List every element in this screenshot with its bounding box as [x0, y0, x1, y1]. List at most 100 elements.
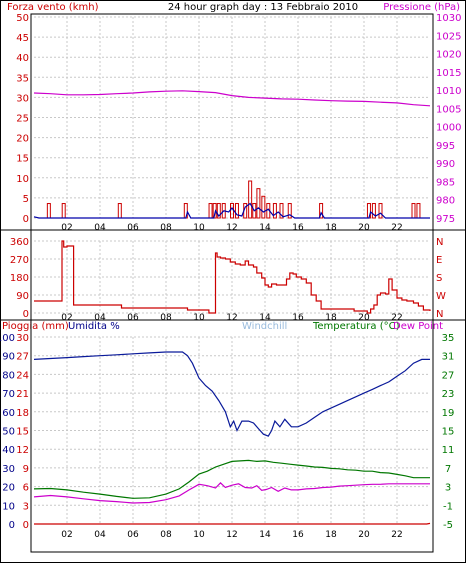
wind-tick-label: 30	[16, 93, 29, 104]
wind-speed-bar	[371, 203, 376, 219]
temperature-tick-label: 35	[442, 333, 455, 344]
humidity-line	[33, 351, 430, 437]
x-tick-label: 22	[391, 223, 402, 233]
wind-tick-label: 5	[23, 194, 29, 205]
compass-tick-label: S	[436, 273, 442, 284]
direction-tick-label: 0	[23, 309, 29, 320]
rain-tick-label: 21	[16, 389, 29, 400]
chart-title: 24 hour graph day : 13 Febbraio 2010	[168, 2, 358, 13]
pressure-tick-label: 1010	[436, 86, 461, 97]
rain-tick-label: 30	[16, 333, 29, 344]
humidity-tick-label: 40	[2, 445, 15, 456]
humidity-tick-label: 100	[0, 333, 15, 344]
x-tick-label: 04	[94, 313, 106, 323]
wind-speed-bar	[261, 195, 266, 219]
rain-tick-label: 18	[16, 408, 29, 419]
x-tick-label: 18	[325, 313, 337, 323]
compass-tick-label: E	[436, 255, 442, 266]
x-tick-label: 10	[193, 223, 205, 233]
x-tick-label: 16	[292, 313, 304, 323]
rain-tick-label: 12	[16, 445, 29, 456]
x-tick-label: 06	[127, 313, 139, 323]
temperature-line	[33, 459, 430, 499]
windchill-legend: Windchill	[242, 321, 287, 332]
temperature-tick-label: 27	[442, 370, 455, 381]
temperature-tick-label: 15	[442, 427, 455, 438]
temperature-tick-label: 3	[445, 483, 451, 494]
x-tick-label: 08	[160, 530, 172, 540]
rain-tick-label: 0	[23, 520, 29, 531]
direction-tick-label: 180	[10, 273, 29, 284]
x-tick-label: 20	[358, 530, 370, 540]
temperature-tick-label: -5	[443, 520, 453, 531]
direction-tick-label: 360	[10, 237, 29, 248]
temperature-axis-title: Temperatura (°C)	[312, 321, 400, 332]
pressure-tick-label: 1005	[436, 104, 461, 115]
rain-axis-title: Pioggia (mm)	[2, 321, 69, 332]
humidity-tick-label: 70	[2, 389, 15, 400]
rain-line	[34, 522, 431, 525]
series-layer	[33, 90, 431, 525]
temperature-tick-label: 11	[442, 445, 455, 456]
pressure-tick-label: 1020	[436, 50, 461, 61]
gust-line	[33, 202, 430, 219]
temperature-tick-label: 19	[442, 408, 455, 419]
dewpoint-legend: Dew Point	[393, 321, 443, 332]
x-tick-label: 02	[61, 530, 72, 540]
grid-layer	[34, 16, 430, 525]
pressure-tick-label: 1015	[436, 68, 461, 79]
compass-tick-label: N	[436, 237, 443, 248]
x-tick-label: 14	[259, 530, 271, 540]
x-tick-label: 16	[292, 223, 304, 233]
wind-tick-label: 50	[16, 13, 29, 24]
x-tick-label: 12	[226, 223, 237, 233]
outer-frame	[30, 13, 434, 553]
rain-tick-label: 3	[23, 501, 29, 512]
x-tick-label: 06	[127, 530, 139, 540]
wind-speed-bar	[252, 203, 257, 219]
pressure-tick-label: 1000	[436, 123, 461, 134]
pressure-tick-label: 1025	[436, 31, 461, 42]
humidity-tick-label: 90	[2, 352, 15, 363]
wind-speed-bar	[378, 203, 383, 219]
humidity-tick-label: 20	[2, 483, 15, 494]
wind-speed-bar	[272, 203, 277, 219]
pressure-tick-label: 995	[436, 141, 455, 152]
pressure-axis-title: Pressione (hPa)	[383, 2, 460, 13]
x-tick-label: 16	[292, 530, 304, 540]
wind-tick-label: 20	[16, 134, 29, 145]
rain-tick-label: 15	[16, 427, 29, 438]
x-tick-label: 22	[391, 530, 402, 540]
rain-tick-label: 24	[16, 370, 29, 381]
humidity-tick-label: 0	[9, 520, 15, 531]
wind-direction-line	[34, 240, 431, 314]
wind-tick-label: 45	[16, 33, 29, 44]
x-tick-label: 10	[193, 313, 205, 323]
x-tick-label: 20	[358, 313, 370, 323]
x-tick-label: 08	[160, 313, 172, 323]
rain-tick-label: 27	[16, 352, 29, 363]
humidity-axis-title: Umidita %	[68, 321, 120, 332]
wind-speed-bar	[216, 203, 221, 219]
rain-tick-label: 9	[23, 464, 29, 475]
x-tick-label: 14	[259, 313, 271, 323]
wind-tick-label: 10	[16, 174, 29, 185]
humidity-tick-label: 50	[2, 427, 15, 438]
wind-speed-bar	[287, 203, 292, 219]
x-tick-label: 14	[259, 223, 271, 233]
humidity-tick-label: 80	[2, 370, 15, 381]
wind-speed-bar	[234, 203, 239, 219]
x-tick-label: 06	[127, 223, 139, 233]
wind-speed-bar	[256, 188, 261, 219]
x-tick-label: 10	[193, 530, 205, 540]
humidity-tick-label: 10	[2, 501, 15, 512]
direction-tick-label: 90	[16, 291, 29, 302]
x-tick-label: 18	[325, 223, 337, 233]
temperature-tick-label: -1	[443, 501, 453, 512]
dewpoint-line	[33, 482, 430, 504]
wind-axis-title: Forza vento (kmh)	[7, 2, 99, 13]
direction-tick-label: 270	[10, 255, 29, 266]
pressure-tick-label: 975	[436, 214, 455, 225]
